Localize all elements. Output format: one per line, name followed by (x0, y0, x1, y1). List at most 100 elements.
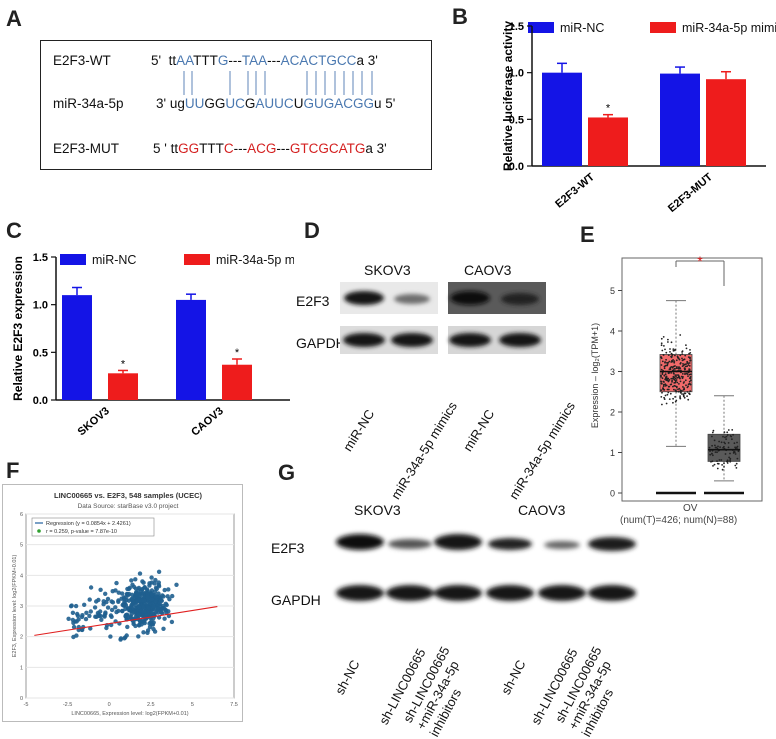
data-point (156, 584, 162, 589)
data-point (688, 362, 691, 364)
data-point (116, 598, 121, 603)
data-point (664, 385, 667, 387)
data-point (733, 450, 735, 453)
data-point (717, 445, 719, 448)
data-point (141, 630, 146, 635)
legend-label: miR-NC (560, 21, 604, 35)
data-point (679, 334, 682, 336)
data-point (728, 456, 730, 459)
seq-segment: C (223, 141, 234, 156)
data-point (679, 389, 682, 392)
data-point (667, 372, 670, 375)
blot-d-cell-skov3: SKOV3 (364, 262, 411, 278)
data-point (689, 383, 692, 386)
data-point (688, 373, 691, 376)
blot-band (388, 539, 432, 549)
data-point (735, 467, 738, 469)
data-point (712, 454, 714, 457)
seq-segment: GUGACGG (303, 96, 374, 111)
data-point (66, 616, 71, 621)
data-point (713, 463, 716, 466)
data-point (665, 351, 668, 354)
seq-mir: 3' ugUUGGUCGAUUCUGUGACGGu 5' (156, 96, 395, 111)
seq-segment: GG (178, 141, 200, 156)
data-point (149, 575, 154, 580)
data-point (729, 460, 732, 463)
data-point (151, 604, 156, 609)
data-point (709, 450, 711, 452)
data-point (723, 431, 726, 434)
panel-letter-c: C (6, 218, 22, 243)
blot-band (501, 293, 539, 305)
data-point (723, 466, 725, 468)
data-point (664, 394, 667, 397)
plot-subtitle: Data Source: starBase v3.0 project (78, 503, 179, 510)
data-point (677, 390, 680, 393)
data-point (714, 451, 717, 453)
data-point (662, 354, 665, 356)
data-point (73, 603, 79, 609)
data-point (134, 591, 139, 597)
legend-swatch (184, 254, 210, 265)
data-point (720, 441, 723, 444)
data-point (683, 396, 686, 399)
blot-band (336, 534, 384, 550)
data-point (689, 352, 692, 354)
data-point (124, 591, 130, 597)
data-point (136, 585, 142, 591)
data-point (681, 353, 684, 355)
seq-segment: --- (267, 53, 281, 68)
data-point (661, 349, 664, 352)
blot-g-lane-label: sh-NC (498, 657, 529, 697)
data-point (153, 577, 158, 583)
data-point (679, 397, 682, 400)
blot-d-row-gapdh: GAPDH (296, 335, 346, 351)
data-point (675, 385, 678, 388)
legend-swatch (528, 22, 554, 33)
data-point (675, 390, 678, 393)
data-point (661, 360, 664, 363)
bar (222, 364, 252, 400)
data-point (720, 459, 723, 461)
y-tick-label: 1.5 (33, 252, 48, 264)
data-point (687, 375, 689, 377)
legend-box (31, 517, 155, 537)
blot-d-cell-caov3: CAOV3 (464, 262, 512, 278)
data-point (149, 588, 155, 593)
data-point (669, 351, 671, 353)
data-point (667, 391, 670, 394)
data-point (88, 585, 94, 590)
data-point (667, 341, 669, 343)
data-point (688, 392, 690, 395)
data-point (679, 362, 682, 365)
data-point (663, 374, 666, 377)
data-point (114, 580, 119, 586)
bar (660, 73, 700, 166)
data-point (103, 591, 108, 596)
data-point (141, 609, 146, 614)
data-point (708, 446, 711, 449)
panel-letter-e: E (580, 222, 595, 247)
seq-segment: a 3' (356, 53, 378, 68)
bar (706, 79, 746, 166)
data-point (716, 460, 718, 462)
blot-d-lane-label: miR-NC (340, 406, 378, 454)
data-point (105, 605, 111, 610)
data-point (711, 431, 714, 434)
data-point (99, 617, 104, 622)
data-point (69, 603, 74, 608)
data-point (724, 436, 726, 439)
data-point (131, 584, 137, 590)
seq-segment: AUUC (255, 96, 294, 111)
data-point (734, 464, 737, 467)
data-point (712, 429, 715, 432)
y-tick-label: 6 (20, 512, 23, 518)
data-point (673, 388, 675, 391)
data-point (145, 628, 151, 633)
data-point (687, 356, 690, 358)
data-point (109, 614, 114, 619)
data-point (666, 393, 669, 396)
data-point (661, 403, 663, 406)
data-point (137, 618, 143, 624)
data-point (726, 431, 729, 434)
